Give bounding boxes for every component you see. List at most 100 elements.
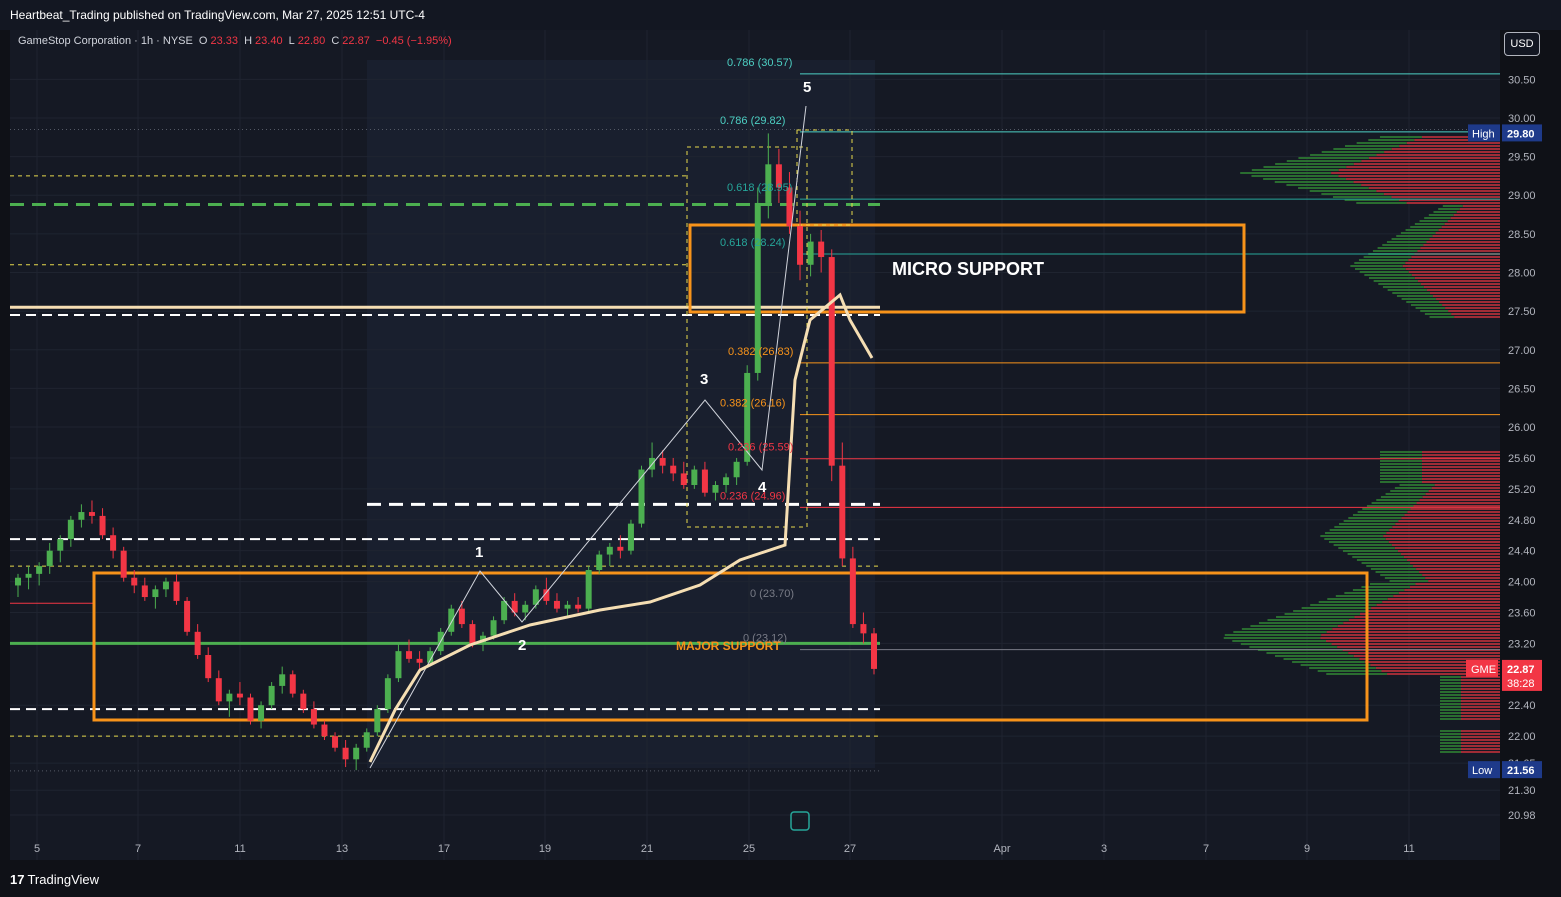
profile-bar-buy: [1233, 631, 1327, 633]
profile-bar-sell: [1422, 451, 1500, 453]
profile-bar-sell: [1461, 742, 1500, 744]
candle-body: [215, 678, 222, 702]
profile-bar-buy: [1405, 229, 1439, 231]
profile-bar-buy: [1366, 565, 1414, 567]
profile-bar-sell: [1402, 265, 1500, 267]
profile-bar-buy: [1382, 286, 1424, 288]
profile-bar-sell: [1422, 472, 1500, 474]
profile-bar-sell: [1428, 490, 1500, 492]
time-tick: 9: [1304, 843, 1310, 855]
profile-bar-buy: [1440, 730, 1461, 732]
profile-bar-sell: [1422, 454, 1500, 456]
profile-bar-buy: [1429, 316, 1455, 318]
profile-bar-sell: [1387, 598, 1500, 600]
profile-bar-buy: [1345, 145, 1400, 147]
profile-bar-sell: [1433, 295, 1500, 297]
profile-bar-buy: [1406, 301, 1440, 303]
candle-body: [701, 469, 708, 493]
profile-bar-buy: [1310, 604, 1377, 606]
candle-body: [57, 539, 64, 551]
profile-bar-sell: [1376, 154, 1500, 156]
close-value: 22.87: [342, 35, 370, 47]
profile-bar-sell: [1426, 289, 1500, 291]
candle-body: [416, 658, 423, 663]
profile-bar-sell: [1422, 475, 1500, 477]
profile-bar-sell: [1404, 514, 1500, 516]
candle-body: [247, 697, 254, 721]
tradingview-logo[interactable]: 17 TradingView: [10, 872, 99, 887]
profile-bar-sell: [1391, 196, 1500, 198]
profile-bar-buy: [1380, 475, 1422, 477]
profile-bar-sell: [1326, 631, 1500, 633]
profile-bar-buy: [1375, 571, 1420, 573]
candle-body: [162, 581, 169, 590]
symbol-name[interactable]: GameStop Corporation · 1h · NYSE: [18, 35, 193, 47]
profile-bar-sell: [1453, 214, 1500, 216]
profile-bar-buy: [1387, 289, 1427, 291]
time-tick: 13: [336, 843, 348, 855]
session-highlight: [367, 60, 875, 768]
profile-bar-sell: [1422, 460, 1500, 462]
candle-body: [543, 589, 550, 601]
profile-bar-sell: [1434, 484, 1500, 486]
price-tick: 29.00: [1508, 190, 1536, 202]
profile-bar-sell: [1461, 733, 1500, 735]
candle-body: [258, 705, 265, 721]
profile-bar-sell: [1353, 655, 1500, 657]
price-tick: 27.00: [1508, 345, 1536, 357]
profile-bar-buy: [1241, 628, 1333, 630]
profile-bar-buy: [1380, 460, 1422, 462]
candle-body: [723, 477, 730, 485]
profile-bar-sell: [1422, 466, 1500, 468]
profile-bar-buy: [1424, 217, 1451, 219]
profile-bar-buy: [1440, 676, 1461, 678]
profile-bar-buy: [1338, 547, 1395, 549]
profile-bar-sell: [1423, 244, 1500, 246]
profile-bar-sell: [1397, 550, 1500, 552]
profile-bar-sell: [1354, 616, 1500, 618]
profile-bar-sell: [1383, 193, 1500, 195]
profile-bar-buy: [1344, 199, 1400, 201]
candle-body: [596, 554, 603, 570]
profile-bar-buy: [1350, 265, 1403, 267]
profile-bar-sell: [1461, 700, 1500, 702]
profile-bar-buy: [1380, 478, 1422, 480]
profile-bar-sell: [1337, 646, 1500, 648]
candle-body: [131, 577, 138, 586]
candle-body: [553, 600, 560, 609]
profile-bar-sell: [1454, 316, 1500, 318]
fib-label: 0.618 (28.24): [720, 237, 785, 249]
price-tick: 23.60: [1508, 608, 1536, 620]
symbol-legend[interactable]: GameStop Corporation · 1h · NYSE O 23.33 …: [18, 35, 455, 47]
candle-body: [501, 600, 508, 621]
profile-bar-sell: [1359, 613, 1500, 615]
profile-bar-sell: [1401, 517, 1500, 519]
time-tick: 25: [743, 843, 755, 855]
profile-bar-buy: [1348, 517, 1402, 519]
candle-body: [659, 457, 666, 466]
badge-value: 22.87: [1507, 664, 1535, 676]
profile-bar-buy: [1440, 736, 1461, 738]
wave-label-1: 1: [475, 544, 483, 561]
time-tick: 21: [641, 843, 653, 855]
candle-body: [712, 485, 719, 493]
price-tick: 28.00: [1508, 268, 1536, 280]
profile-bar-buy: [1309, 190, 1377, 192]
profile-bar-buy: [1352, 589, 1405, 591]
profile-bar-buy: [1292, 661, 1365, 663]
profile-bar-buy: [1334, 526, 1393, 528]
price-tick: 27.50: [1508, 306, 1536, 318]
candle-body: [406, 651, 413, 659]
profile-bar-sell: [1461, 751, 1500, 753]
profile-bar-sell: [1391, 148, 1500, 150]
profile-bar-sell: [1419, 499, 1500, 501]
candle-body: [511, 600, 518, 613]
profile-bar-buy: [1356, 559, 1407, 561]
profile-bar-buy: [1424, 313, 1452, 315]
profile-bar-sell: [1461, 709, 1500, 711]
profile-bar-sell: [1400, 553, 1500, 555]
profile-bar-sell: [1461, 718, 1500, 720]
currency-button[interactable]: USD: [1504, 32, 1540, 56]
profile-bar-sell: [1423, 286, 1500, 288]
